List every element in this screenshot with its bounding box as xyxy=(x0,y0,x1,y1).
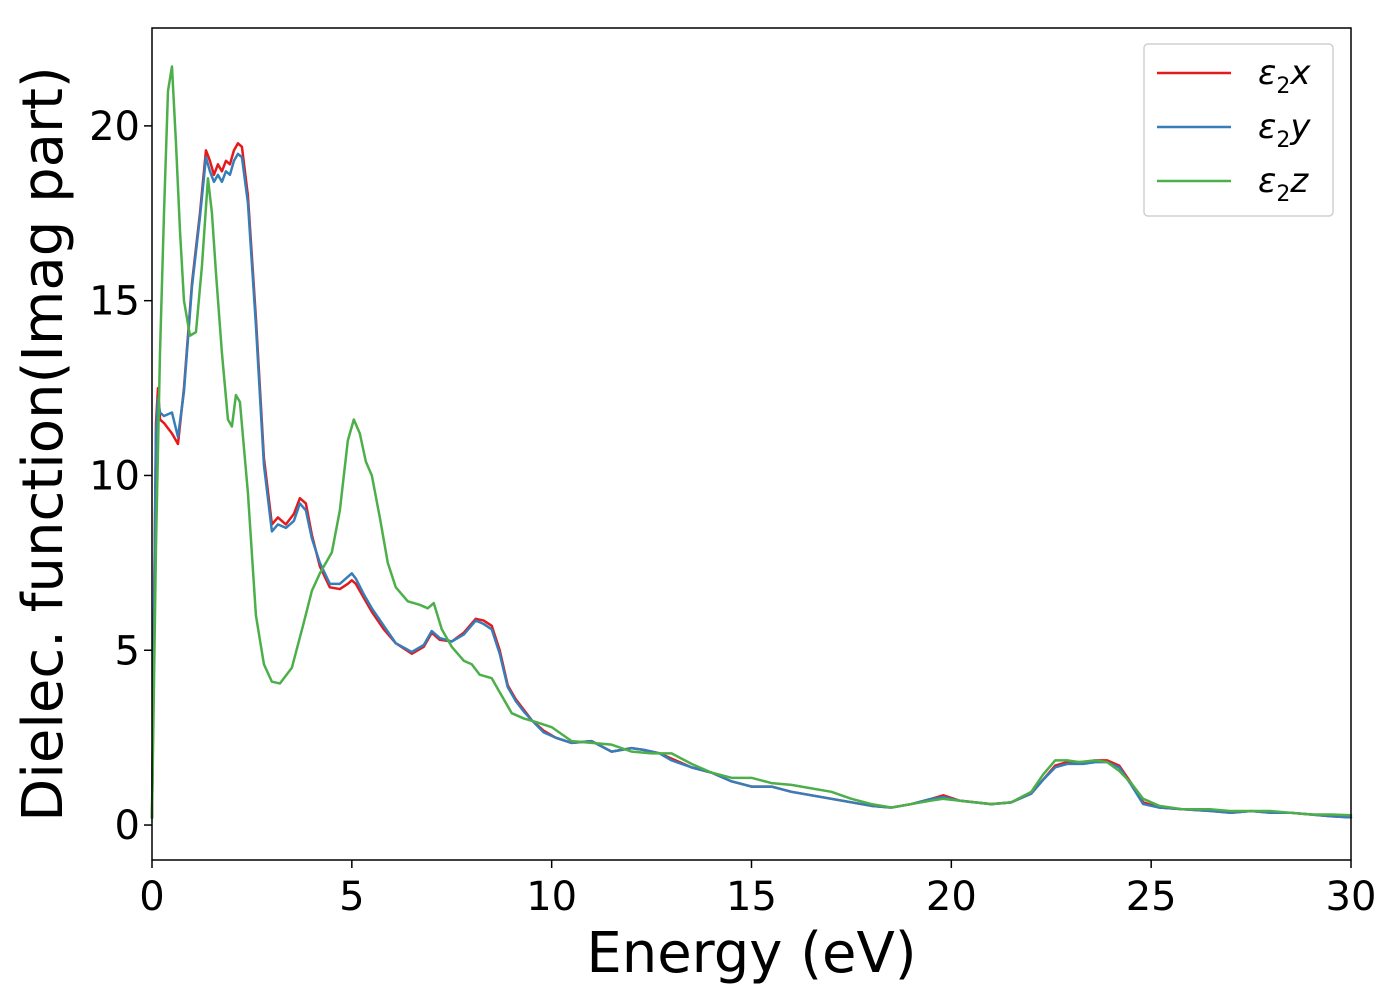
y-axis: 0 5 10 15 20 xyxy=(89,104,152,849)
legend-component: x xyxy=(1289,53,1311,93)
x-axis: 0 5 10 15 20 25 30 xyxy=(139,860,1376,920)
legend-entry-label: ε2x xyxy=(1258,53,1311,99)
y-tick-label: 0 xyxy=(115,803,140,849)
x-tick-label: 15 xyxy=(726,874,777,920)
y-tick-label: 10 xyxy=(89,453,140,499)
x-tick-label: 10 xyxy=(526,874,577,920)
legend-subscript: 2 xyxy=(1276,182,1290,207)
legend-component: y xyxy=(1289,107,1311,147)
legend-subscript: 2 xyxy=(1276,128,1290,153)
x-axis-label: Energy (eV) xyxy=(586,921,916,986)
y-tick-label: 5 xyxy=(115,628,140,674)
y-tick-label: 20 xyxy=(89,104,140,150)
x-tick-label: 5 xyxy=(339,874,364,920)
x-tick-label: 30 xyxy=(1326,874,1377,920)
series-layer xyxy=(150,65,1353,820)
legend-symbol: ε xyxy=(1258,107,1276,147)
x-tick-label: 25 xyxy=(1126,874,1177,920)
legend-box xyxy=(1143,43,1334,217)
series-line-1 xyxy=(150,142,1353,820)
series-line-3 xyxy=(150,65,1353,820)
legend-entry-label: ε2y xyxy=(1258,107,1311,153)
legend-symbol: ε xyxy=(1258,53,1276,93)
legend-component: z xyxy=(1289,161,1309,201)
legend-symbol: ε xyxy=(1258,161,1276,201)
series-line-2 xyxy=(150,152,1353,820)
legend-subscript: 2 xyxy=(1276,74,1290,99)
x-tick-label: 20 xyxy=(926,874,977,920)
y-tick-label: 15 xyxy=(89,279,140,325)
y-axis-label: Dielec. function(Imag part) xyxy=(11,66,76,822)
legend-entry-label: ε2z xyxy=(1258,161,1309,207)
x-tick-label: 0 xyxy=(139,874,164,920)
